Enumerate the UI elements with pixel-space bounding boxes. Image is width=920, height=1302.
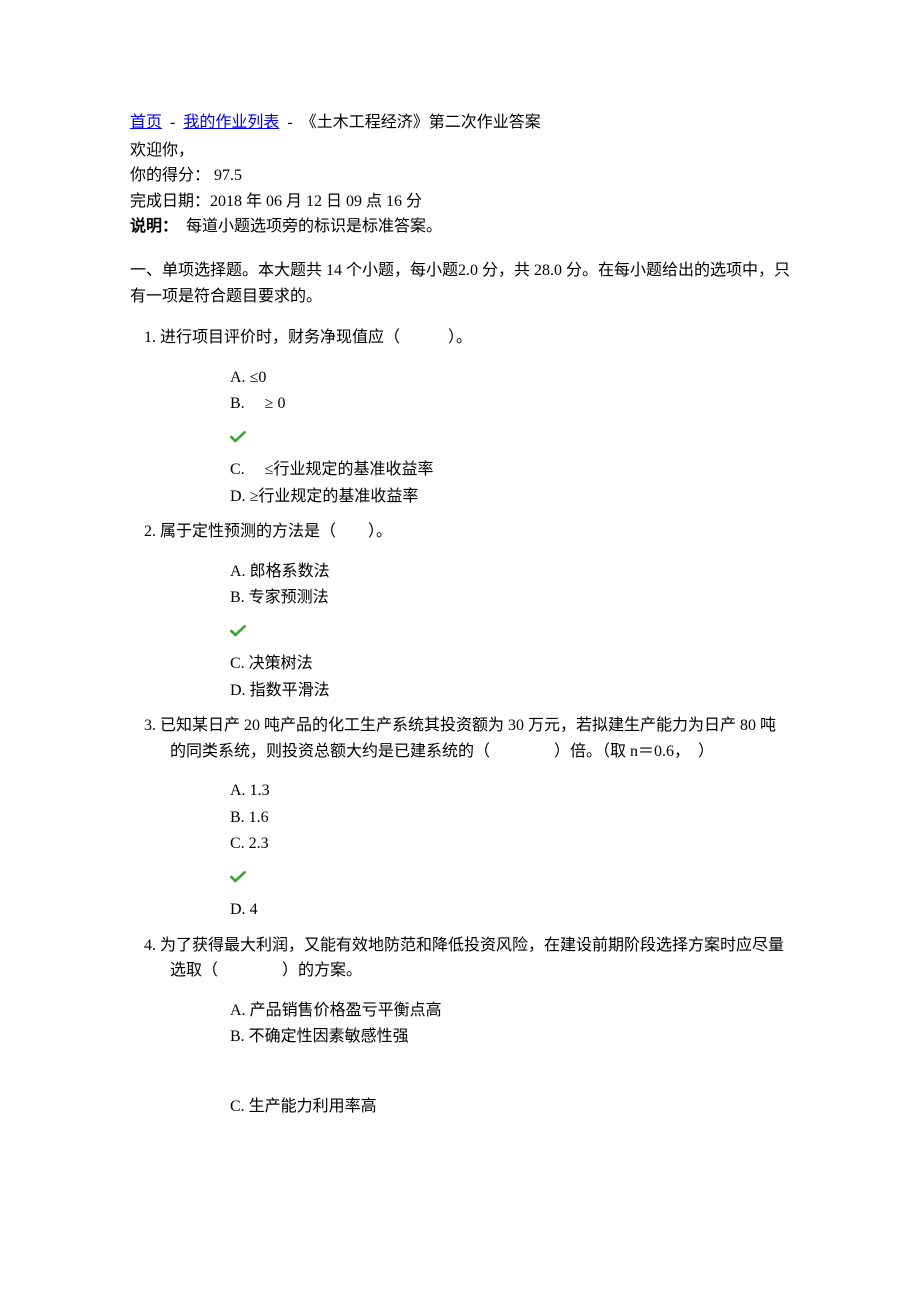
question: 4. 为了获得最大利润，又能有效地防范和降低投资风险，在建设前期阶段选择方案时应… bbox=[130, 933, 790, 984]
option: B. 不确定性因素敏感性强 bbox=[230, 1024, 790, 1050]
question-number: 2. bbox=[144, 523, 156, 540]
note-text: 每道小题选项旁的标识是标准答案。 bbox=[186, 218, 442, 235]
question-text: 属于定性预测的方法是（ ）。 bbox=[160, 523, 392, 540]
option-label: C. bbox=[230, 835, 245, 852]
option-label: A. bbox=[230, 1002, 246, 1019]
option-text: ≥行业规定的基准收益率 bbox=[250, 488, 419, 505]
option: C. 2.3 bbox=[230, 831, 790, 857]
options-group: A. ≤0B. ≥ 0 bbox=[130, 365, 790, 417]
note-line: 说明： 每道小题选项旁的标识是标准答案。 bbox=[130, 214, 790, 240]
date-value: 2018 年 06 月 12 日 09 点 16 分 bbox=[210, 193, 422, 210]
breadcrumb-sep: - bbox=[287, 114, 292, 131]
breadcrumb-list-link[interactable]: 我的作业列表 bbox=[183, 114, 279, 131]
option-text: 产品销售价格盈亏平衡点高 bbox=[250, 1002, 442, 1019]
option-text: 1.3 bbox=[250, 782, 270, 799]
option-text: 4 bbox=[250, 901, 258, 918]
option-text: 郎格系数法 bbox=[250, 563, 330, 580]
option-label: D. bbox=[230, 682, 246, 699]
options-group: A. 产品销售价格盈亏平衡点高B. 不确定性因素敏感性强 bbox=[130, 998, 790, 1050]
correct-check-icon bbox=[230, 871, 790, 883]
correct-check-icon bbox=[230, 625, 790, 637]
section-intro: 一、单项选择题。本大题共 14 个小题，每小题2.0 分，共 28.0 分。在每… bbox=[130, 258, 790, 309]
breadcrumb: 首页 - 我的作业列表 - 《土木工程经济》第二次作业答案 bbox=[130, 110, 790, 136]
date-label: 完成日期： bbox=[130, 193, 210, 210]
option: B. 专家预测法 bbox=[230, 585, 790, 611]
breadcrumb-sep: - bbox=[170, 114, 175, 131]
option-text: 专家预测法 bbox=[249, 589, 329, 606]
option-label: B. bbox=[230, 589, 245, 606]
score-label: 你的得分： bbox=[130, 167, 210, 184]
option-label: C. bbox=[230, 1098, 245, 1115]
option: A. 1.3 bbox=[230, 778, 790, 804]
option-label: C. bbox=[230, 655, 245, 672]
question-text: 为了获得最大利润，又能有效地防范和降低投资风险，在建设前期阶段选择方案时应尽量选… bbox=[160, 937, 784, 980]
option-text: 1.6 bbox=[249, 809, 269, 826]
options-group: A. 郎格系数法B. 专家预测法 bbox=[130, 559, 790, 611]
option: A. 郎格系数法 bbox=[230, 559, 790, 585]
question: 2. 属于定性预测的方法是（ ）。 bbox=[130, 519, 790, 545]
questions-container: 1. 进行项目评价时，财务净现值应（ ）。A. ≤0B. ≥ 0C. ≤行业规定… bbox=[130, 325, 790, 1119]
option: C. 决策树法 bbox=[230, 651, 790, 677]
option: D. ≥行业规定的基准收益率 bbox=[230, 484, 790, 510]
option-text: ≤行业规定的基准收益率 bbox=[249, 461, 434, 478]
question-number: 1. bbox=[144, 329, 156, 346]
option-label: A. bbox=[230, 782, 246, 799]
option-text: 2.3 bbox=[249, 835, 269, 852]
options-group: C. ≤行业规定的基准收益率D. ≥行业规定的基准收益率 bbox=[130, 457, 790, 509]
option-label: D. bbox=[230, 488, 246, 505]
score-value: 97.5 bbox=[214, 167, 242, 184]
option-text: 指数平滑法 bbox=[250, 682, 330, 699]
breadcrumb-current: 《土木工程经济》第二次作业答案 bbox=[301, 114, 541, 131]
question-text: 进行项目评价时，财务净现值应（ ）。 bbox=[160, 329, 472, 346]
date-line: 完成日期：2018 年 06 月 12 日 09 点 16 分 bbox=[130, 189, 790, 215]
option: C. 生产能力利用率高 bbox=[230, 1094, 790, 1120]
option-text: ≥ 0 bbox=[249, 395, 286, 412]
option-label: B. bbox=[230, 1028, 245, 1045]
option-text: ≤0 bbox=[250, 369, 267, 386]
option: B. ≥ 0 bbox=[230, 391, 790, 417]
welcome-line: 欢迎你， bbox=[130, 138, 790, 164]
option-text: 不确定性因素敏感性强 bbox=[249, 1028, 409, 1045]
question-number: 4. bbox=[144, 937, 156, 954]
option-label: D. bbox=[230, 901, 246, 918]
note-label: 说明： bbox=[130, 218, 178, 235]
option-label: C. bbox=[230, 461, 245, 478]
spacer bbox=[130, 1060, 790, 1080]
option-text: 决策树法 bbox=[249, 655, 313, 672]
score-line: 你的得分： 97.5 bbox=[130, 163, 790, 189]
options-group: C. 生产能力利用率高 bbox=[130, 1094, 790, 1120]
option: A. ≤0 bbox=[230, 365, 790, 391]
options-group: A. 1.3B. 1.6C. 2.3 bbox=[130, 778, 790, 857]
option: D. 4 bbox=[230, 897, 790, 923]
correct-check-icon bbox=[230, 431, 790, 443]
question-text: 已知某日产 20 吨产品的化工生产系统其投资额为 30 万元，若拟建生产能力为日… bbox=[160, 717, 776, 760]
options-group: C. 决策树法D. 指数平滑法 bbox=[130, 651, 790, 703]
option-text: 生产能力利用率高 bbox=[249, 1098, 377, 1115]
option-label: B. bbox=[230, 809, 245, 826]
option: B. 1.6 bbox=[230, 805, 790, 831]
options-group: D. 4 bbox=[130, 897, 790, 923]
question: 3. 已知某日产 20 吨产品的化工生产系统其投资额为 30 万元，若拟建生产能… bbox=[130, 713, 790, 764]
option-label: B. bbox=[230, 395, 245, 412]
option: D. 指数平滑法 bbox=[230, 678, 790, 704]
question-number: 3. bbox=[144, 717, 156, 734]
breadcrumb-home-link[interactable]: 首页 bbox=[130, 114, 162, 131]
option: A. 产品销售价格盈亏平衡点高 bbox=[230, 998, 790, 1024]
question: 1. 进行项目评价时，财务净现值应（ ）。 bbox=[130, 325, 790, 351]
option-label: A. bbox=[230, 563, 246, 580]
option-label: A. bbox=[230, 369, 246, 386]
option: C. ≤行业规定的基准收益率 bbox=[230, 457, 790, 483]
